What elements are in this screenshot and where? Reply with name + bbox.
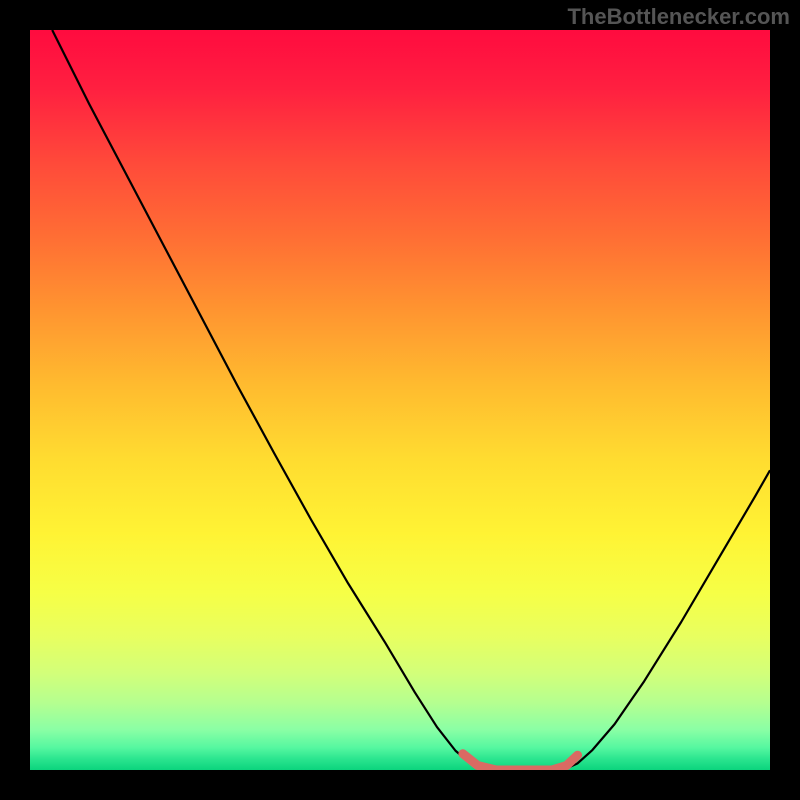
watermark-label: TheBottlenecker.com (567, 4, 790, 30)
chart-svg (30, 30, 770, 770)
minimum-marker (463, 754, 578, 770)
chart-plot-area (30, 30, 770, 770)
bottleneck-curve (52, 30, 770, 770)
